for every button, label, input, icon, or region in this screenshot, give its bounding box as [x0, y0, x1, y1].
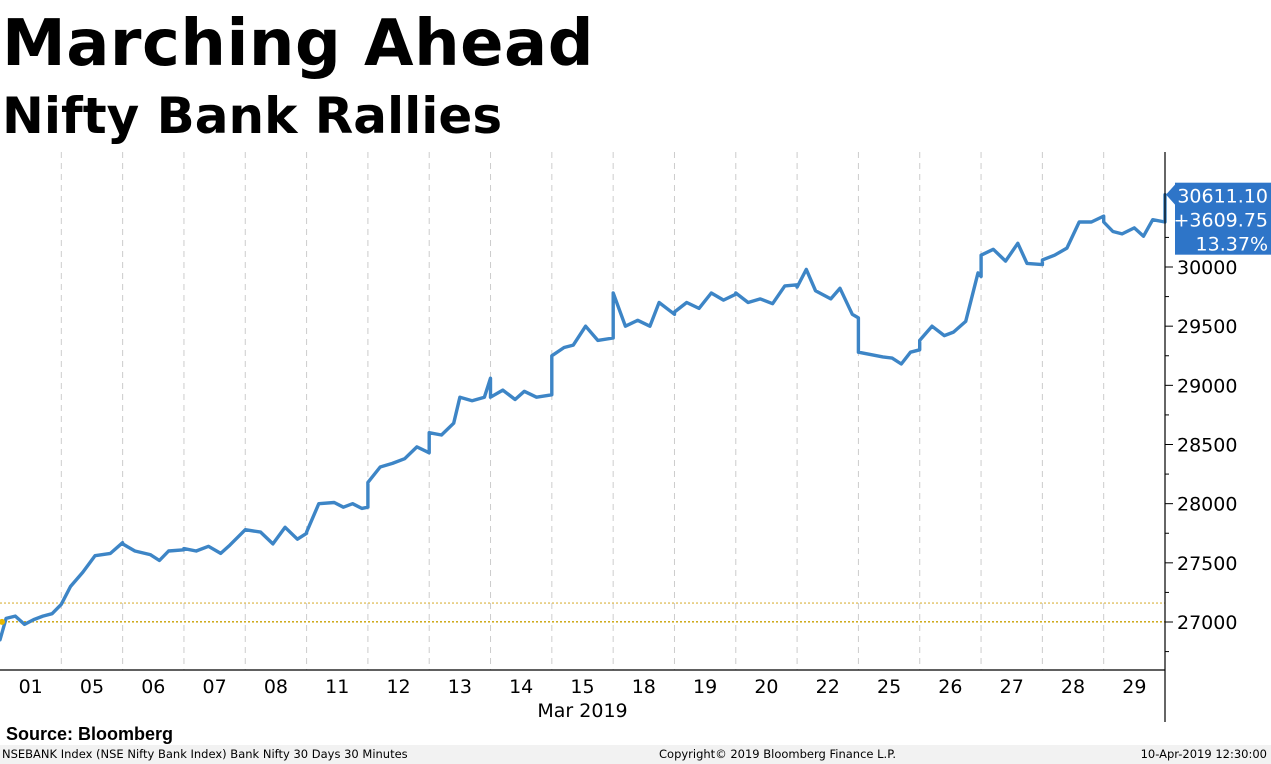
reference-lines	[0, 602, 1165, 623]
chart-subtitle: Nifty Bank Rallies	[2, 87, 503, 145]
x-tick-label: 29	[1122, 676, 1146, 698]
line-chart: 27000 27500 28000 28500 29000 29500 30000 01 05 0…	[0, 152, 1271, 722]
x-tick-label: 25	[877, 676, 901, 698]
y-tick-label: 28000	[1177, 494, 1237, 516]
x-tick-label: 07	[203, 676, 227, 698]
x-tick-label: 15	[570, 676, 594, 698]
x-tick-label: 05	[80, 676, 104, 698]
x-tick-label: 12	[386, 676, 410, 698]
y-tick-label: 29500	[1177, 316, 1237, 338]
x-axis-label: Mar 2019	[537, 700, 627, 722]
x-tick-label: 26	[938, 676, 962, 698]
series-line	[0, 193, 1167, 642]
footer-index-description: NSEBANK Index (NSE Nifty Bank Index) Ban…	[2, 747, 408, 761]
x-tick-label: 13	[448, 676, 472, 698]
footer-timestamp: 10-Apr-2019 12:30:00	[1140, 747, 1267, 761]
axes: 27000 27500 28000 28500 29000 29500 30000 01 05 0…	[0, 152, 1237, 722]
x-tick-label: 27	[1000, 676, 1024, 698]
last-value-label: 30611.10	[1177, 186, 1268, 208]
x-tick-label: 14	[509, 676, 533, 698]
footer-copyright: Copyright© 2019 Bloomberg Finance L.P.	[659, 747, 896, 761]
footer-bar: NSEBANK Index (NSE Nifty Bank Index) Ban…	[0, 745, 1271, 764]
x-tick-label: 20	[754, 676, 778, 698]
x-tick-label: 06	[141, 676, 165, 698]
tag-box	[1175, 182, 1271, 255]
series-layer	[0, 193, 1167, 642]
y-tick-label: 30000	[1177, 257, 1237, 279]
x-tick-label: 11	[325, 676, 349, 698]
grid-lines	[60, 152, 1105, 670]
percent-change-label: 13.37%	[1196, 234, 1268, 256]
x-tick-label: 01	[19, 676, 43, 698]
change-label: +3609.75	[1174, 210, 1269, 232]
y-tick-label: 29000	[1177, 375, 1237, 397]
source-note: Source: Bloomberg	[6, 724, 174, 744]
x-tick-label: 19	[693, 676, 717, 698]
tag-pointer	[1166, 184, 1175, 205]
x-tick-label: 22	[816, 676, 840, 698]
chart-title: Marching Ahead	[2, 7, 595, 81]
start-marker	[0, 618, 5, 625]
y-tick-label: 27000	[1177, 612, 1237, 634]
y-tick-label: 27500	[1177, 553, 1237, 575]
y-tick-label: 28500	[1177, 435, 1237, 457]
x-tick-label: 28	[1061, 676, 1085, 698]
x-tick-label: 08	[264, 676, 288, 698]
x-tick-label: 18	[632, 676, 656, 698]
